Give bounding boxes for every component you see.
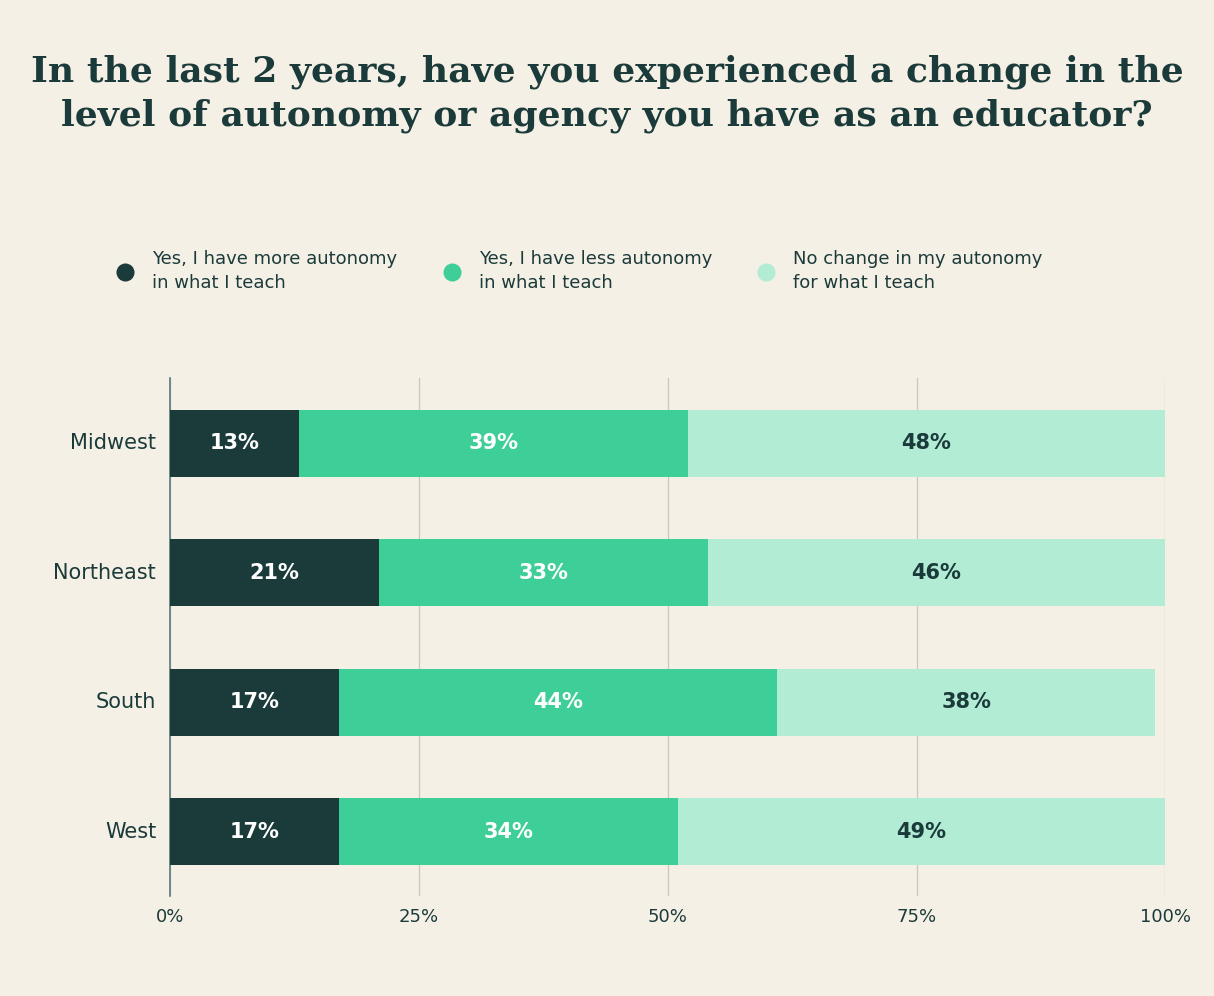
Text: 38%: 38% bbox=[941, 692, 992, 712]
Text: 17%: 17% bbox=[229, 822, 279, 842]
Text: 39%: 39% bbox=[469, 433, 518, 453]
Text: 44%: 44% bbox=[533, 692, 583, 712]
Bar bbox=[677, 798, 1165, 866]
Bar bbox=[687, 409, 1165, 477]
Text: In the last 2 years, have you experienced a change in the
level of autonomy or a: In the last 2 years, have you experience… bbox=[30, 55, 1184, 133]
Text: 46%: 46% bbox=[912, 563, 961, 583]
Bar bbox=[339, 798, 677, 866]
Text: 33%: 33% bbox=[518, 563, 568, 583]
Text: 13%: 13% bbox=[210, 433, 260, 453]
Text: 48%: 48% bbox=[902, 433, 952, 453]
Bar bbox=[170, 798, 339, 866]
Bar bbox=[339, 668, 777, 736]
Bar bbox=[777, 668, 1156, 736]
Bar bbox=[708, 539, 1165, 607]
Text: 21%: 21% bbox=[250, 563, 300, 583]
Text: 17%: 17% bbox=[229, 692, 279, 712]
Bar bbox=[300, 409, 687, 477]
Bar bbox=[170, 539, 379, 607]
Bar bbox=[170, 409, 300, 477]
Text: 49%: 49% bbox=[897, 822, 947, 842]
Text: 34%: 34% bbox=[483, 822, 533, 842]
Legend: Yes, I have more autonomy
in what I teach, Yes, I have less autonomy
in what I t: Yes, I have more autonomy in what I teac… bbox=[100, 243, 1050, 299]
Bar bbox=[170, 668, 339, 736]
Bar bbox=[379, 539, 708, 607]
